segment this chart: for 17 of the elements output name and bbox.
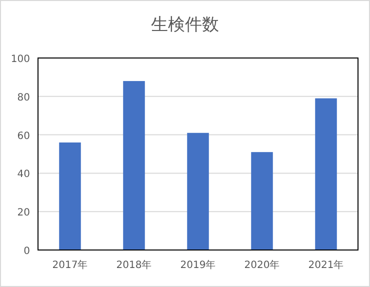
- bar: [315, 98, 337, 250]
- bar: [251, 152, 273, 250]
- y-tick-label: 80: [17, 92, 30, 104]
- x-tick-label: 2017年: [52, 259, 88, 271]
- y-tick-label: 0: [24, 246, 30, 257]
- x-tick-label: 2020年: [244, 259, 280, 271]
- x-tick-label: 2019年: [180, 259, 216, 271]
- y-tick-label: 20: [17, 208, 30, 219]
- bar: [187, 132, 209, 250]
- bar: [59, 142, 81, 250]
- x-tick-label: 2021年: [308, 259, 344, 271]
- y-tick-label: 60: [17, 130, 30, 142]
- y-tick-label: 100: [10, 54, 30, 65]
- y-tick-label: 40: [17, 169, 30, 180]
- bar: [123, 81, 145, 250]
- x-tick-label: 2018年: [116, 259, 152, 271]
- chart-title: 生検件数: [151, 15, 219, 35]
